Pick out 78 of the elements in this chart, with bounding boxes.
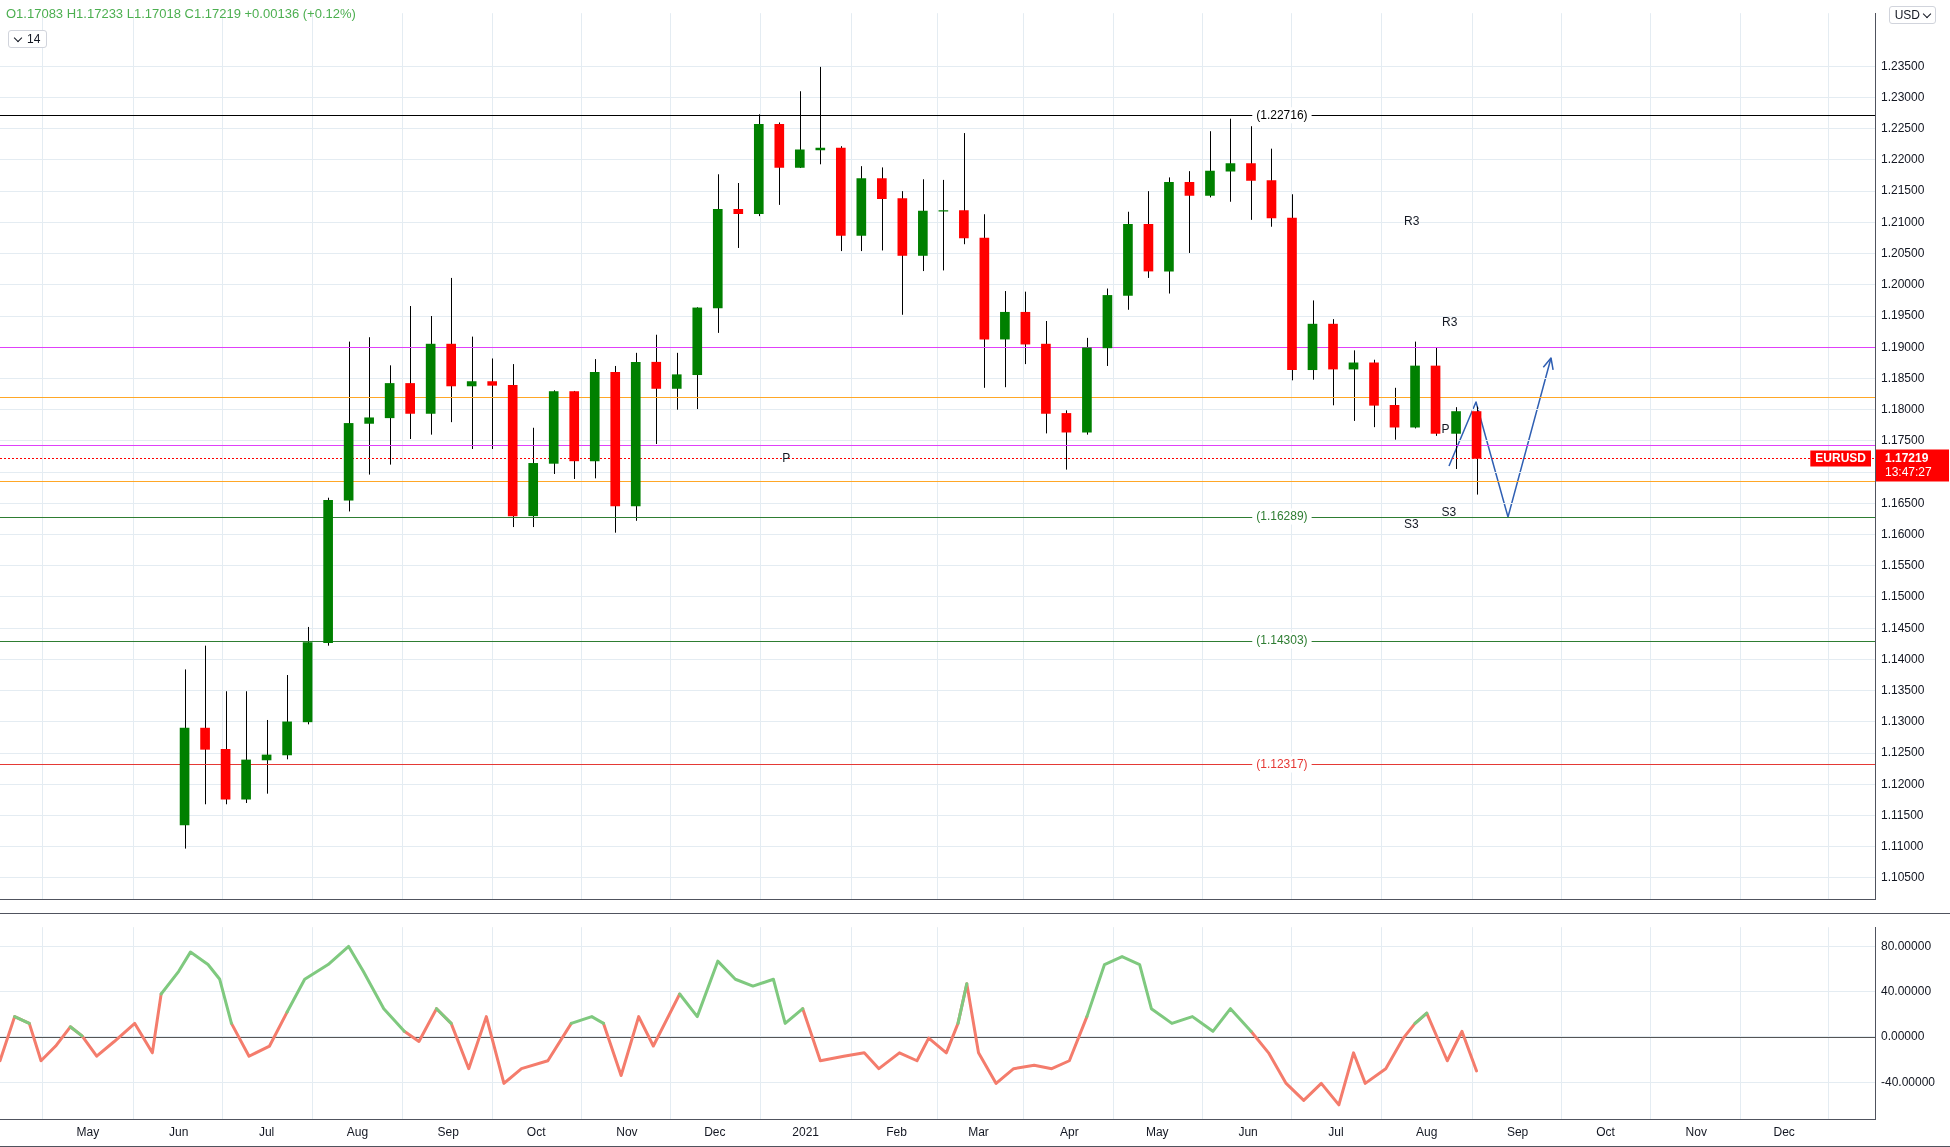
y-tick-label: 1.19500 bbox=[1881, 308, 1925, 323]
x-tick-label: Aug bbox=[346, 1125, 369, 1140]
y-tick-label: 1.13500 bbox=[1881, 682, 1925, 697]
x-tick-label: Apr bbox=[1059, 1125, 1079, 1140]
y-tick-label: 1.16000 bbox=[1881, 526, 1925, 541]
candlestick bbox=[1246, 125, 1256, 221]
chart-subtitle: O1.17083 H1.17233 L1.17018 C1.17219 +0.00136 (+0.12%) bbox=[6, 6, 356, 21]
x-tick-label: Jun bbox=[169, 1125, 189, 1140]
candlestick bbox=[1184, 170, 1195, 254]
y-tick-label: 1.15000 bbox=[1881, 589, 1925, 604]
y-tick-label: 1.15500 bbox=[1881, 558, 1925, 573]
y-tick-label: 1.16500 bbox=[1881, 495, 1925, 510]
ref-line-label: (1.12317) bbox=[1256, 756, 1308, 771]
y-tick-label: 1.14500 bbox=[1881, 620, 1925, 635]
annotation: P bbox=[1441, 421, 1450, 436]
x-tick-label: Jul bbox=[258, 1125, 275, 1140]
text: 13:47:27 bbox=[1885, 464, 1933, 479]
annotation: S3 bbox=[1441, 505, 1457, 520]
candlestick bbox=[1451, 406, 1461, 470]
x-tick-label: Nov bbox=[1685, 1125, 1707, 1140]
x-tick-label: Nov bbox=[616, 1125, 638, 1140]
y-tick-label: 1.20000 bbox=[1881, 277, 1925, 292]
y-tick-label: 1.21000 bbox=[1881, 214, 1925, 229]
candlestick bbox=[466, 336, 477, 450]
y-tick-label: 80.00000 bbox=[1881, 938, 1932, 953]
candlestick bbox=[671, 352, 682, 411]
y-tick-label: 1.14000 bbox=[1881, 651, 1925, 666]
annotation: R3 bbox=[1404, 214, 1420, 229]
candlestick bbox=[1389, 387, 1400, 441]
x-tick-label: Mar bbox=[968, 1125, 989, 1140]
y-tick-label: -40.00000 bbox=[1881, 1074, 1936, 1089]
candlestick bbox=[877, 166, 887, 251]
y-tick-label: 0.00000 bbox=[1881, 1029, 1925, 1044]
ref-line-label: (1.16289) bbox=[1256, 508, 1308, 523]
y-tick-label: 1.23500 bbox=[1881, 58, 1925, 73]
y-tick-label: 1.18000 bbox=[1881, 401, 1925, 416]
y-tick-label: 1.11000 bbox=[1881, 839, 1924, 854]
y-tick-label: 1.22500 bbox=[1881, 121, 1925, 136]
x-tick-label: May bbox=[1145, 1125, 1169, 1140]
x-tick-label: Feb bbox=[886, 1125, 908, 1140]
y-tick-label: 1.12500 bbox=[1881, 745, 1925, 760]
x-tick-label: Oct bbox=[1596, 1125, 1616, 1140]
x-tick-label: Sep bbox=[437, 1125, 460, 1140]
y-tick-label: 1.19000 bbox=[1881, 339, 1925, 354]
annotation: 14 bbox=[8, 30, 48, 48]
candlestick bbox=[1225, 118, 1236, 203]
x-tick-label: Aug bbox=[1416, 1125, 1438, 1140]
y-tick-label: 1.23000 bbox=[1881, 89, 1925, 104]
candlestick bbox=[364, 336, 374, 476]
y-tick-label: 1.21500 bbox=[1881, 183, 1925, 198]
candlestick bbox=[200, 645, 210, 805]
ref-line-label: (1.22716) bbox=[1256, 107, 1308, 122]
y-tick-label: 1.17500 bbox=[1881, 433, 1925, 448]
y-tick-label: 1.10500 bbox=[1881, 870, 1925, 885]
annotation: R3 bbox=[1442, 315, 1458, 330]
ref-line-label: EURUSD bbox=[1815, 450, 1867, 465]
candlestick bbox=[487, 357, 498, 450]
x-tick-label: May bbox=[76, 1125, 100, 1140]
x-tick-label: Jun bbox=[1238, 1125, 1258, 1140]
annotation: P bbox=[782, 450, 791, 465]
ref-line-label: (1.14303) bbox=[1256, 632, 1308, 647]
y-tick-label: 1.12000 bbox=[1881, 776, 1925, 791]
text: 1.17219 bbox=[1885, 450, 1929, 465]
y-tick-label: 40.00000 bbox=[1881, 984, 1932, 999]
x-tick-label: Dec bbox=[1773, 1125, 1795, 1140]
x-tick-label: 2021 bbox=[792, 1125, 820, 1140]
y-tick-label: 1.18500 bbox=[1881, 370, 1925, 385]
x-tick-label: Jul bbox=[1328, 1125, 1344, 1140]
y-tick-label: 1.22000 bbox=[1881, 152, 1925, 167]
y-tick-label: 1.13000 bbox=[1881, 714, 1925, 729]
text: USD bbox=[1888, 6, 1936, 24]
x-tick-label: Sep bbox=[1506, 1125, 1529, 1140]
x-tick-label: Oct bbox=[526, 1125, 547, 1140]
x-tick-label: Dec bbox=[704, 1125, 726, 1140]
y-tick-label: 1.20500 bbox=[1881, 245, 1925, 260]
annotation: S3 bbox=[1404, 517, 1419, 532]
y-tick-label: 1.11500 bbox=[1881, 807, 1924, 822]
candlestick bbox=[733, 182, 744, 249]
